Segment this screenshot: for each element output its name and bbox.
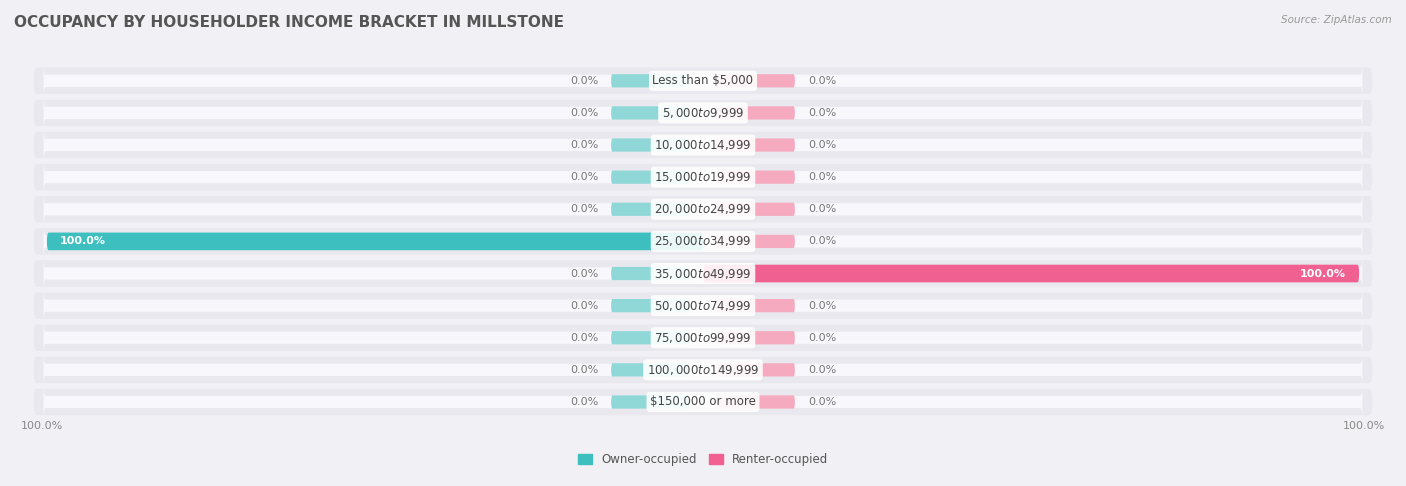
FancyBboxPatch shape bbox=[716, 299, 794, 312]
FancyBboxPatch shape bbox=[34, 357, 1372, 383]
Text: 0.0%: 0.0% bbox=[569, 301, 598, 311]
FancyBboxPatch shape bbox=[44, 320, 1362, 355]
Text: 100.0%: 100.0% bbox=[21, 421, 63, 431]
FancyBboxPatch shape bbox=[34, 260, 1372, 287]
Text: 100.0%: 100.0% bbox=[1301, 268, 1346, 278]
FancyBboxPatch shape bbox=[44, 352, 1362, 387]
Text: 0.0%: 0.0% bbox=[569, 140, 598, 150]
Text: 0.0%: 0.0% bbox=[808, 397, 837, 407]
Text: $35,000 to $49,999: $35,000 to $49,999 bbox=[654, 266, 752, 280]
Text: $10,000 to $14,999: $10,000 to $14,999 bbox=[654, 138, 752, 152]
FancyBboxPatch shape bbox=[34, 132, 1372, 158]
FancyBboxPatch shape bbox=[34, 228, 1372, 255]
FancyBboxPatch shape bbox=[612, 74, 690, 87]
FancyBboxPatch shape bbox=[716, 203, 794, 216]
FancyBboxPatch shape bbox=[612, 363, 690, 377]
FancyBboxPatch shape bbox=[716, 235, 794, 248]
Text: Less than $5,000: Less than $5,000 bbox=[652, 74, 754, 87]
Text: 0.0%: 0.0% bbox=[808, 365, 837, 375]
Text: 100.0%: 100.0% bbox=[1343, 421, 1385, 431]
Text: OCCUPANCY BY HOUSEHOLDER INCOME BRACKET IN MILLSTONE: OCCUPANCY BY HOUSEHOLDER INCOME BRACKET … bbox=[14, 15, 564, 30]
FancyBboxPatch shape bbox=[716, 331, 794, 345]
FancyBboxPatch shape bbox=[34, 164, 1372, 191]
Text: 0.0%: 0.0% bbox=[808, 76, 837, 86]
Text: 0.0%: 0.0% bbox=[808, 140, 837, 150]
Text: $150,000 or more: $150,000 or more bbox=[650, 396, 756, 409]
Text: 0.0%: 0.0% bbox=[569, 397, 598, 407]
Text: $20,000 to $24,999: $20,000 to $24,999 bbox=[654, 202, 752, 216]
FancyBboxPatch shape bbox=[34, 68, 1372, 94]
FancyBboxPatch shape bbox=[612, 331, 690, 345]
FancyBboxPatch shape bbox=[716, 139, 794, 152]
FancyBboxPatch shape bbox=[716, 396, 794, 409]
FancyBboxPatch shape bbox=[44, 385, 1362, 419]
FancyBboxPatch shape bbox=[44, 96, 1362, 130]
FancyBboxPatch shape bbox=[612, 171, 690, 184]
FancyBboxPatch shape bbox=[612, 396, 690, 409]
FancyBboxPatch shape bbox=[44, 64, 1362, 98]
FancyBboxPatch shape bbox=[612, 299, 690, 312]
FancyBboxPatch shape bbox=[34, 389, 1372, 415]
FancyBboxPatch shape bbox=[612, 203, 690, 216]
Text: $5,000 to $9,999: $5,000 to $9,999 bbox=[662, 106, 744, 120]
FancyBboxPatch shape bbox=[612, 106, 690, 120]
Text: $100,000 to $149,999: $100,000 to $149,999 bbox=[647, 363, 759, 377]
FancyBboxPatch shape bbox=[34, 325, 1372, 351]
Text: 0.0%: 0.0% bbox=[569, 108, 598, 118]
FancyBboxPatch shape bbox=[46, 233, 703, 250]
Text: 0.0%: 0.0% bbox=[808, 172, 837, 182]
FancyBboxPatch shape bbox=[716, 74, 794, 87]
Text: 100.0%: 100.0% bbox=[60, 236, 105, 246]
Legend: Owner-occupied, Renter-occupied: Owner-occupied, Renter-occupied bbox=[578, 453, 828, 466]
FancyBboxPatch shape bbox=[34, 196, 1372, 223]
Text: $75,000 to $99,999: $75,000 to $99,999 bbox=[654, 331, 752, 345]
FancyBboxPatch shape bbox=[34, 100, 1372, 126]
Text: 0.0%: 0.0% bbox=[569, 76, 598, 86]
Text: 0.0%: 0.0% bbox=[569, 333, 598, 343]
Text: 0.0%: 0.0% bbox=[808, 108, 837, 118]
Text: 0.0%: 0.0% bbox=[569, 172, 598, 182]
FancyBboxPatch shape bbox=[44, 256, 1362, 291]
FancyBboxPatch shape bbox=[44, 160, 1362, 194]
FancyBboxPatch shape bbox=[612, 139, 690, 152]
FancyBboxPatch shape bbox=[44, 288, 1362, 323]
FancyBboxPatch shape bbox=[34, 293, 1372, 319]
Text: $50,000 to $74,999: $50,000 to $74,999 bbox=[654, 298, 752, 312]
Text: 0.0%: 0.0% bbox=[808, 333, 837, 343]
Text: 0.0%: 0.0% bbox=[569, 365, 598, 375]
Text: $15,000 to $19,999: $15,000 to $19,999 bbox=[654, 170, 752, 184]
FancyBboxPatch shape bbox=[716, 363, 794, 377]
FancyBboxPatch shape bbox=[44, 128, 1362, 162]
Text: 0.0%: 0.0% bbox=[569, 268, 598, 278]
Text: Source: ZipAtlas.com: Source: ZipAtlas.com bbox=[1281, 15, 1392, 25]
FancyBboxPatch shape bbox=[716, 106, 794, 120]
Text: 0.0%: 0.0% bbox=[569, 204, 598, 214]
Text: $25,000 to $34,999: $25,000 to $34,999 bbox=[654, 234, 752, 248]
Text: 0.0%: 0.0% bbox=[808, 204, 837, 214]
FancyBboxPatch shape bbox=[44, 192, 1362, 226]
FancyBboxPatch shape bbox=[716, 171, 794, 184]
FancyBboxPatch shape bbox=[612, 267, 690, 280]
FancyBboxPatch shape bbox=[44, 224, 1362, 259]
Text: 0.0%: 0.0% bbox=[808, 236, 837, 246]
Text: 0.0%: 0.0% bbox=[808, 301, 837, 311]
FancyBboxPatch shape bbox=[703, 265, 1360, 282]
